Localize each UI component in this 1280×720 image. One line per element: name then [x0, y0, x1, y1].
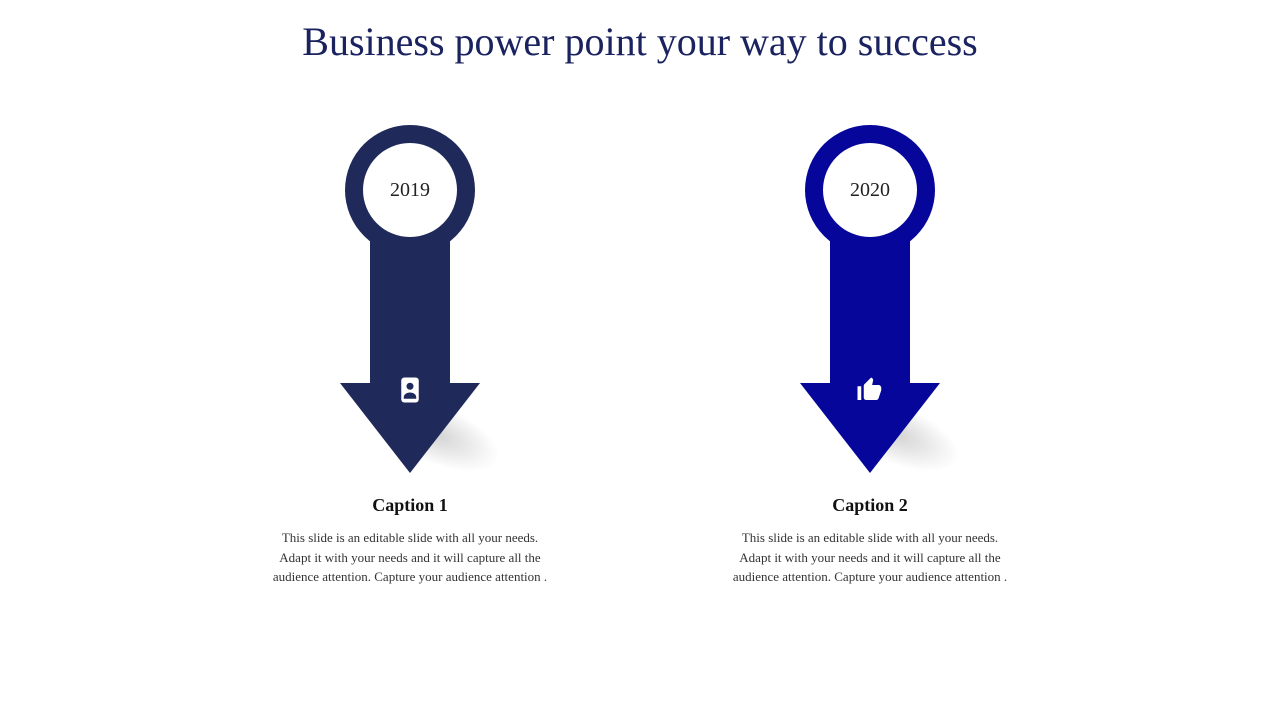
arrow-pin: 2020: [790, 125, 950, 475]
id-badge-icon: [330, 375, 490, 410]
items-row: 2019 Caption 1 This slide is an editable…: [0, 125, 1280, 587]
infographic-item: 2020 Caption 2 This slide is an editable…: [725, 125, 1015, 587]
slide-title: Business power point your way to success: [0, 0, 1280, 65]
arrow-pin: 2019: [330, 125, 490, 475]
thumbs-up-icon: [790, 375, 950, 410]
infographic-item: 2019 Caption 1 This slide is an editable…: [265, 125, 555, 587]
year-badge: 2019: [363, 143, 457, 237]
year-badge: 2020: [823, 143, 917, 237]
